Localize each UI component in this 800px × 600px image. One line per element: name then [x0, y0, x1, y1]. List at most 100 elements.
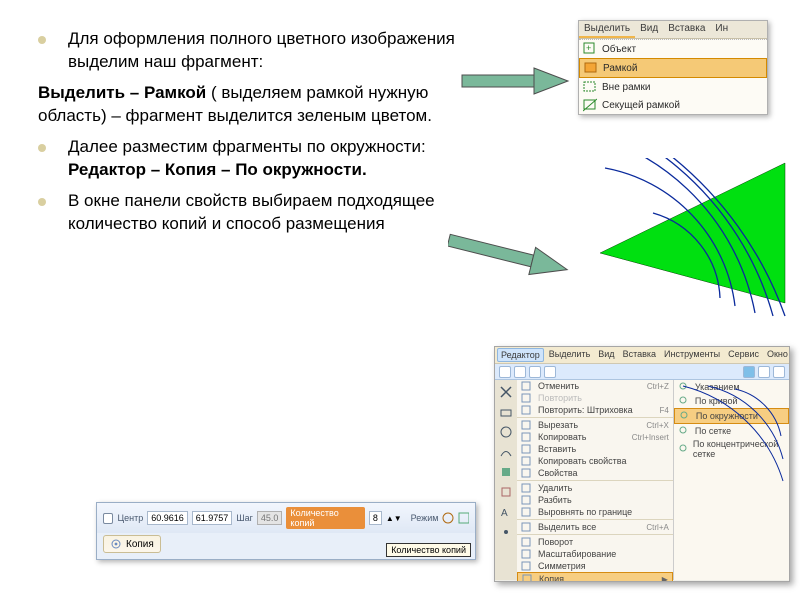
- properties-panel-screenshot: Центр 60.9616 61.9757 Шаг 45.0 Количеств…: [96, 502, 476, 560]
- shortcut: Ctrl+Insert: [632, 433, 669, 442]
- para-3-a: Далее разместим фрагменты по окружности:: [68, 137, 426, 156]
- editor-submenu-item[interactable]: По сетке: [674, 424, 789, 438]
- rect-cut-icon: [583, 98, 597, 112]
- menu-item-cutting[interactable]: Секущей рамкой: [579, 96, 767, 114]
- menu-item-icon: [522, 574, 534, 582]
- editor-submenu-item[interactable]: Указанием: [674, 380, 789, 394]
- tool-icon[interactable]: [497, 483, 515, 501]
- menu-item-label: Рамкой: [603, 63, 762, 74]
- editor-menu-item[interactable]: Повторить: [517, 392, 673, 404]
- tb-icon[interactable]: [499, 366, 511, 378]
- editor-toolbar: [495, 364, 789, 380]
- submenu-icon: [678, 425, 690, 437]
- menu-item-icon: [521, 456, 533, 466]
- tb-icon[interactable]: [514, 366, 526, 378]
- editor-submenu-item[interactable]: По концентрической сетке: [674, 438, 789, 460]
- menu-item-label: Выровнять по границе: [538, 507, 632, 517]
- copy-button[interactable]: Копия: [103, 535, 161, 553]
- tab-more[interactable]: Ин: [710, 21, 733, 38]
- submenu-label: По концентрической сетке: [693, 439, 785, 459]
- shortcut: Ctrl+A: [646, 523, 668, 532]
- menu-item-icon: [521, 444, 533, 454]
- editor-menu-item[interactable]: Разбить: [517, 494, 673, 506]
- editor-menu-item[interactable]: Выделить все Ctrl+A: [517, 521, 673, 533]
- para-2-bold: Выделить – Рамкой: [38, 83, 206, 102]
- menu-item-label: Повторить: [538, 393, 582, 403]
- menu-item-icon: [521, 507, 533, 517]
- submenu-label: По кривой: [695, 396, 738, 406]
- editor-menu-item[interactable]: Вставить: [517, 443, 673, 455]
- shortcut: F4: [660, 406, 669, 415]
- menu-item-object[interactable]: + Объект: [579, 39, 767, 58]
- tab-insert[interactable]: Вставка: [663, 21, 710, 38]
- menu-item-label: Вставить: [538, 444, 576, 454]
- center-label: Центр: [117, 513, 143, 523]
- para-2: Выделить – Рамкой ( выделяем рамкой нужн…: [38, 82, 458, 128]
- menubar-insert[interactable]: Вставка: [620, 348, 659, 362]
- menubar-service[interactable]: Сервис: [725, 348, 762, 362]
- menu-item-icon: [521, 432, 533, 442]
- tool-icon[interactable]: A: [497, 503, 515, 521]
- tool-icon[interactable]: [497, 423, 515, 441]
- para-4: В окне панели свойств выбираем подходяще…: [68, 190, 458, 236]
- menu-item-icon: [521, 549, 533, 559]
- menu-item-icon: [521, 522, 533, 532]
- menubar-window[interactable]: Окно: [764, 348, 790, 362]
- tb-icon[interactable]: [758, 366, 770, 378]
- mode-icon-2[interactable]: [458, 512, 469, 524]
- menu-item-outside[interactable]: Вне рамки: [579, 78, 767, 96]
- menu-item-label: Свойства: [538, 468, 578, 478]
- menu-item-icon: [521, 495, 533, 505]
- mode-icon[interactable]: [442, 512, 453, 524]
- editor-menu-item[interactable]: Копировать Ctrl+Insert: [517, 431, 673, 443]
- editor-submenu-item[interactable]: По кривой: [674, 394, 789, 408]
- editor-menu-item[interactable]: Копировать свойства: [517, 455, 673, 467]
- submenu-label: По сетке: [695, 426, 731, 436]
- tb-icon[interactable]: [544, 366, 556, 378]
- tb-icon[interactable]: [529, 366, 541, 378]
- tool-icon[interactable]: [497, 443, 515, 461]
- editor-menu-item[interactable]: Удалить: [517, 482, 673, 494]
- tool-icon[interactable]: [497, 523, 515, 541]
- editor-menu-item[interactable]: Поворот: [517, 536, 673, 548]
- menu-item-icon: [521, 468, 533, 478]
- center-x-field[interactable]: 60.9616: [147, 511, 188, 525]
- menubar-view[interactable]: Вид: [595, 348, 617, 362]
- tool-icon[interactable]: [497, 383, 515, 401]
- editor-menu-item[interactable]: ВырезатьCtrl+X: [517, 419, 673, 431]
- instruction-text: Для оформления полного цветного изображе…: [38, 28, 458, 244]
- menubar-select[interactable]: Выделить: [546, 348, 594, 362]
- menu-item-label: Выделить все: [538, 522, 596, 532]
- bullet-icon: [38, 144, 46, 152]
- menu-item-label: Копировать: [538, 432, 586, 442]
- menu-item-rect[interactable]: Рамкой: [579, 58, 767, 78]
- editor-menu-item[interactable]: Свойства: [517, 467, 673, 479]
- tool-icon[interactable]: [497, 403, 515, 421]
- editor-menu-item[interactable]: ОтменитьCtrl+Z: [517, 380, 673, 392]
- editor-menu-item[interactable]: Масштабирование: [517, 548, 673, 560]
- para-1: Для оформления полного цветного изображе…: [68, 28, 458, 74]
- tb-icon[interactable]: [743, 366, 755, 378]
- checkbox-v[interactable]: [103, 513, 113, 524]
- tb-icon[interactable]: [773, 366, 785, 378]
- para-3: Далее разместим фрагменты по окружности:…: [68, 136, 458, 182]
- copies-field[interactable]: 8: [369, 511, 382, 525]
- center-y-field[interactable]: 61.9757: [192, 511, 233, 525]
- editor-menu-item[interactable]: Повторить: ШтриховкаF4: [517, 404, 673, 416]
- editor-menu-item[interactable]: Выровнять по границе: [517, 506, 673, 518]
- menu-item-icon: [521, 405, 533, 415]
- menubar-tools[interactable]: Инструменты: [661, 348, 723, 362]
- gear-icon: [110, 538, 122, 550]
- editor-submenu-item[interactable]: По окружности: [674, 408, 789, 424]
- editor-menu-item[interactable]: Копия▶: [517, 572, 673, 582]
- tool-icon[interactable]: [497, 463, 515, 481]
- menubar-editor[interactable]: Редактор: [497, 348, 544, 362]
- select-menu-screenshot: Выделить Вид Вставка Ин + Объект Рамкой …: [578, 20, 768, 115]
- tab-select[interactable]: Выделить: [579, 21, 635, 38]
- step-field[interactable]: 45.0: [257, 511, 283, 525]
- menu-item-icon: [521, 561, 533, 571]
- editor-menu-item[interactable]: Симметрия: [517, 560, 673, 572]
- square-plus-icon: +: [583, 42, 597, 56]
- tab-view[interactable]: Вид: [635, 21, 663, 38]
- submenu-label: По окружности: [696, 411, 758, 421]
